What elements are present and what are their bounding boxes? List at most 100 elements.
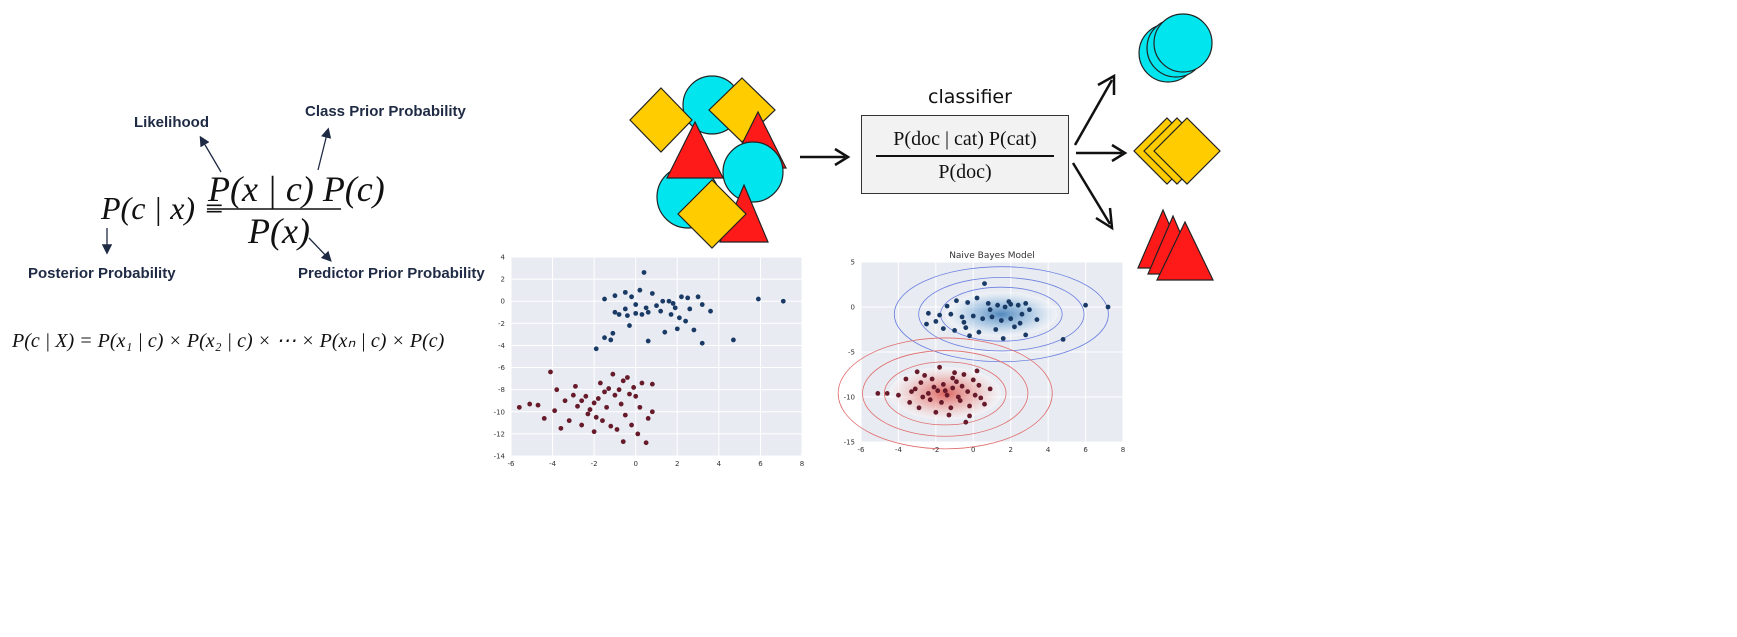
bayes-lhs: P(c | x) = (101, 190, 225, 226)
red-cluster-point (602, 389, 607, 395)
y-tick-label: 4 (501, 254, 506, 262)
y-tick-label: 5 (851, 259, 855, 267)
red-cluster-point (597, 380, 603, 386)
blue-cluster-point (985, 301, 991, 306)
diamond-shape (629, 87, 693, 153)
blue-cluster-point (1034, 317, 1040, 322)
blue-cluster-point (637, 287, 643, 293)
red-cluster-point (903, 376, 909, 382)
red-cluster-point (961, 372, 967, 377)
red-cluster-point (558, 425, 564, 431)
scatter-plot-clusters: -6 -4 -2 0 2 4 6 8 4 2 0 -2 -4 -6 -8 -10 -12 -14 (494, 254, 805, 469)
blue-cluster-point (660, 298, 666, 304)
blue-cluster-point (699, 302, 705, 307)
blue-cluster-point (687, 306, 693, 312)
red-cluster-point (566, 418, 572, 424)
blue-cluster-point (691, 327, 697, 333)
blue-cluster-point (672, 305, 678, 311)
y-tick-label: 0 (851, 304, 855, 312)
x-tick-label: -6 (858, 446, 866, 454)
red-cluster-point (976, 382, 982, 388)
red-cluster-point (612, 392, 618, 398)
red-cluster-point (583, 393, 589, 399)
red-cluster-point (927, 397, 933, 403)
red-cluster-point (627, 391, 632, 397)
blue-cluster-point (633, 302, 639, 307)
classifier-title: classifier (928, 86, 1012, 108)
red-cluster-point (618, 401, 624, 407)
red-cluster-point (645, 416, 651, 421)
expanded-naive-bayes-formula: P(c | X) = P(x₁ | c) × P(x₂ | c) × ⋯ × P… (12, 330, 445, 352)
blue-cluster-point (993, 327, 999, 332)
blue-cluster-point (982, 281, 987, 286)
bayes-arrows (101, 127, 341, 262)
y-tick-label: 2 (501, 276, 505, 284)
blue-cluster-point (685, 295, 691, 301)
red-cluster-point (920, 394, 926, 400)
naive-bayes-model-plot: -6 -4 -2 0 2 4 6 8 5 0 -5 -10 -15 (837, 259, 1125, 454)
y-tick-label: -4 (498, 342, 506, 350)
blue-cluster-point (954, 298, 959, 304)
blue-cluster-point (1060, 337, 1066, 342)
red-cluster-point (948, 405, 954, 411)
blue-cluster-point (1027, 307, 1032, 313)
blue-cluster-point (780, 298, 786, 304)
blue-cluster-point (643, 305, 649, 311)
red-cluster-point (931, 384, 937, 390)
x-tick-label: 0 (633, 460, 637, 468)
red-cluster-point (587, 407, 593, 412)
blue-cluster-point (602, 296, 607, 302)
red-cluster-point (950, 385, 956, 391)
blue-cluster-point (593, 346, 599, 352)
gaussian-density (889, 366, 1002, 420)
red-cluster-point (639, 380, 645, 386)
bayes-numerator: P(x | c) P(c) (208, 169, 385, 209)
blue-cluster-point (683, 318, 688, 324)
red-cluster-point (614, 427, 620, 432)
x-tick-label: -4 (549, 460, 557, 468)
circle-shape (1153, 13, 1213, 73)
red-cluster-point (987, 386, 993, 392)
class-prior-arrow (317, 127, 332, 171)
output-triangles (1137, 208, 1214, 281)
blue-cluster-point (629, 294, 634, 300)
red-cluster-point (955, 394, 961, 400)
red-cluster-point (896, 392, 901, 398)
blue-cluster-point (1008, 316, 1014, 322)
blue-cluster-point (755, 296, 761, 302)
red-cluster-point (963, 419, 969, 425)
blue-cluster-point (1017, 320, 1023, 326)
blue-cluster-point (952, 328, 957, 333)
red-cluster-point (622, 412, 628, 418)
x-tick-label: 8 (800, 460, 804, 468)
output-arrows (1071, 73, 1128, 231)
red-cluster-point (649, 381, 655, 387)
red-cluster-point (916, 405, 922, 411)
red-cluster-point (922, 373, 928, 378)
blue-cluster-point (625, 313, 630, 318)
blue-cluster-point (1002, 304, 1008, 310)
red-cluster-point (637, 404, 643, 410)
y-tick-label: -6 (498, 364, 506, 372)
y-tick-label: 0 (501, 298, 505, 306)
red-cluster-point (907, 400, 913, 405)
red-cluster-point (914, 369, 920, 375)
blue-cluster-point (670, 301, 676, 306)
blue-cluster-point (622, 306, 628, 312)
blue-cluster-point (944, 303, 950, 309)
red-cluster-point (970, 377, 976, 383)
red-cluster-point (946, 412, 952, 418)
red-cluster-point (944, 392, 950, 398)
red-cluster-point (610, 371, 616, 377)
red-cluster-point (625, 375, 630, 380)
red-cluster-point (535, 402, 541, 408)
red-cluster-point (585, 411, 591, 417)
blue-cluster-point (965, 300, 971, 305)
blue-cluster-point (959, 314, 965, 320)
red-cluster-point (957, 398, 963, 403)
red-cluster-point (935, 388, 941, 394)
blue-cluster-point (989, 314, 995, 320)
blue-cluster-point (676, 315, 682, 321)
y-tick-label: -14 (494, 453, 506, 461)
red-cluster-point (552, 408, 558, 414)
